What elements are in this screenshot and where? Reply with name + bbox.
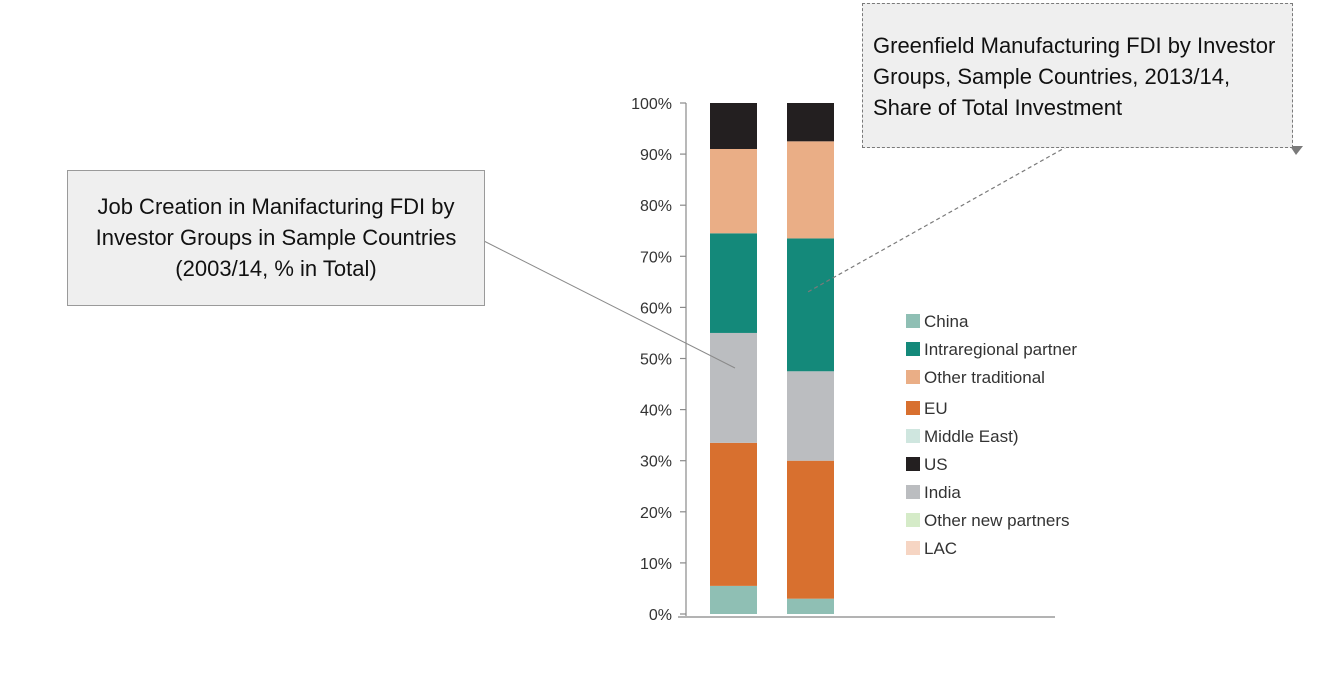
y-tick-label: 100% <box>631 96 672 113</box>
legend-label: LAC <box>924 539 957 558</box>
legend-label: India <box>924 483 961 502</box>
legend-swatch <box>906 314 920 328</box>
y-tick-label: 50% <box>640 352 672 369</box>
callout-job-creation: Job Creation in Manifacturing FDI by Inv… <box>67 170 485 306</box>
bar-segment-other-traditional <box>710 148 757 234</box>
bar-segment-china <box>787 598 834 614</box>
legend-swatch <box>906 541 920 555</box>
bar-segment-other-traditional <box>787 141 834 239</box>
callout-job-creation-text: Job Creation in Manifacturing FDI by Inv… <box>95 194 457 281</box>
legend-label: EU <box>924 399 948 418</box>
callout-left-connector <box>477 237 736 369</box>
legend-swatch <box>906 457 920 471</box>
y-tick-label: 70% <box>640 249 672 266</box>
y-tick-label: 20% <box>640 505 672 522</box>
legend: China Intraregional partner Other traditio… <box>906 312 1077 558</box>
callout-connectors <box>477 145 1303 369</box>
y-tick-label: 30% <box>640 454 672 471</box>
legend-label: Middle East) <box>924 427 1018 446</box>
legend-label: China <box>924 312 969 331</box>
bar-segment-eu <box>787 460 834 599</box>
y-tick-label: 80% <box>640 198 672 215</box>
y-tick-label: 40% <box>640 403 672 420</box>
y-tick-label: 60% <box>640 300 672 317</box>
bar-segment-eu <box>710 442 757 586</box>
bar-segment-intraregional-partner <box>787 238 834 372</box>
legend-swatch <box>906 485 920 499</box>
legend-label: US <box>924 455 948 474</box>
bar-segment-intraregional-partner <box>710 233 757 333</box>
callout-greenfield-investment-text: Greenfield Manufacturing FDI by Investor… <box>873 33 1276 120</box>
bar-segment-china <box>710 585 757 614</box>
y-axis: 0% 10% 20% 30% 40% 50% 60% 70% 80% 90% 100% <box>631 96 1055 624</box>
legend-swatch <box>906 429 920 443</box>
legend-label: Other traditional <box>924 368 1045 387</box>
bar-segment-india <box>787 371 834 461</box>
y-tick-label: 0% <box>649 607 672 624</box>
legend-swatch <box>906 342 920 356</box>
legend-swatch <box>906 401 920 415</box>
bars <box>710 103 834 614</box>
callout-corner-marker <box>1290 146 1303 155</box>
legend-swatch <box>906 513 920 527</box>
legend-label: Intraregional partner <box>924 340 1077 359</box>
y-tick-label: 10% <box>640 556 672 573</box>
callout-greenfield-investment: Greenfield Manufacturing FDI by Investor… <box>862 3 1293 148</box>
legend-swatch <box>906 370 920 384</box>
bar-segment-us <box>787 103 834 142</box>
bar-segment-india <box>710 332 757 443</box>
callout-right-connector <box>805 145 1069 294</box>
y-tick-label: 90% <box>640 147 672 164</box>
bar-segment-us <box>710 103 757 149</box>
legend-label: Other new partners <box>924 511 1070 530</box>
